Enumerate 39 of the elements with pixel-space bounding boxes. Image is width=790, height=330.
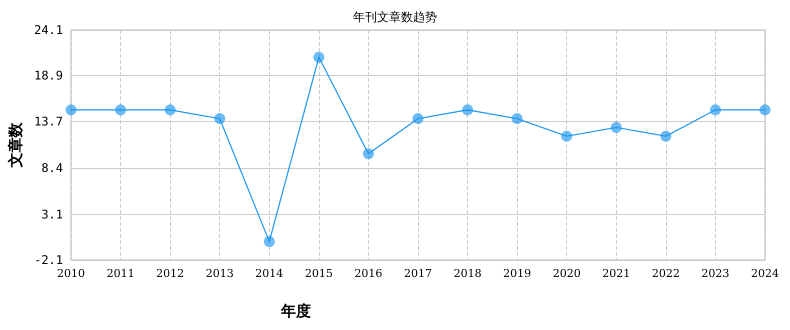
point	[610, 122, 622, 133]
x-tick-label: 2014	[255, 267, 284, 280]
point	[313, 52, 324, 63]
x-tick-label: 2016	[354, 267, 382, 280]
point	[115, 104, 126, 116]
point	[660, 130, 672, 142]
x-tick-label: 2010	[57, 267, 85, 280]
x-tick-label: 2022	[652, 267, 680, 280]
point	[214, 113, 226, 124]
y-tick-label: 8.4	[41, 160, 63, 175]
y-axis-title: 文章数	[6, 122, 24, 168]
point	[264, 236, 275, 248]
y-tick-label: 3.1	[41, 207, 63, 222]
point	[561, 130, 572, 142]
x-tick-label: 2018	[454, 267, 482, 280]
x-tick-label: 2017	[404, 267, 432, 280]
x-tick-label: 2020	[552, 267, 581, 280]
chart-title: 年刊文章数趋势	[353, 10, 437, 24]
y-tick-label: 24.1	[34, 23, 63, 37]
point	[710, 104, 721, 116]
point	[512, 113, 523, 124]
y-tick-label: 18.9	[34, 68, 63, 83]
x-axis-title: 年度	[280, 302, 311, 320]
y-tick-label: 13.7	[34, 114, 63, 128]
point	[760, 104, 770, 116]
point	[462, 104, 474, 116]
point	[362, 148, 374, 160]
x-tick-label: 2023	[701, 267, 730, 280]
point	[66, 104, 76, 116]
x-tick-label: 2021	[602, 267, 630, 280]
x-tick-label: 2013	[206, 267, 234, 280]
x-tick-label: 2019	[503, 267, 532, 280]
point	[164, 104, 176, 116]
x-tick-label: 2024	[751, 267, 779, 280]
point	[412, 113, 424, 124]
y-tick-label: -2.1	[34, 253, 63, 267]
x-tick-label: 2012	[156, 267, 184, 280]
x-tick-label: 2011	[106, 267, 135, 280]
x-tick-label: 2015	[304, 267, 333, 280]
